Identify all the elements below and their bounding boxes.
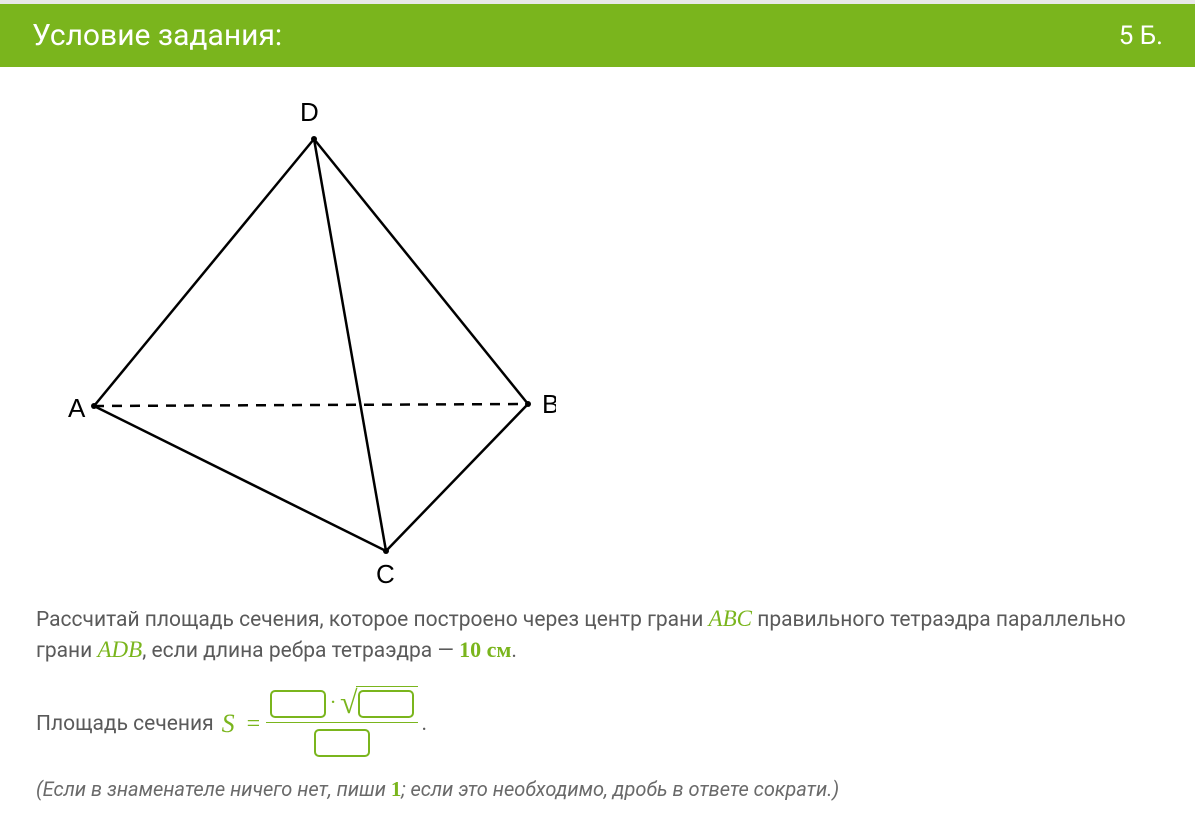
variable-s: S bbox=[222, 709, 235, 739]
problem-text-4: . bbox=[511, 639, 517, 663]
answer-formula-row: Площадь сечения S = · √ . bbox=[36, 690, 1159, 760]
hint-text: (Если в знаменателе ничего нет, пиши 1; … bbox=[36, 777, 1159, 802]
sqrt-wrap: √ bbox=[340, 690, 414, 718]
task-header: Условие задания: 5 Б. bbox=[0, 4, 1195, 67]
header-title: Условие задания: bbox=[32, 18, 282, 53]
face-adb: ADB bbox=[97, 637, 142, 662]
hint-one: 1 bbox=[391, 777, 402, 801]
problem-statement: Рассчитай площадь сечения, которое постр… bbox=[36, 603, 1159, 666]
content-area: D A B C Рассчитай площадь сечения, котор… bbox=[0, 67, 1195, 826]
hint-part-1: (Если в знаменателе ничего нет, пиши bbox=[36, 777, 391, 801]
vertex-a-label: A bbox=[68, 393, 86, 423]
vertex-c-label: C bbox=[376, 559, 395, 589]
multiply-dot: · bbox=[330, 693, 336, 715]
problem-text-3: , если длина ребра тетраэдра — bbox=[142, 639, 459, 663]
vertex-d-label: D bbox=[300, 97, 319, 127]
denominator-input[interactable] bbox=[314, 729, 370, 757]
radicand-input[interactable] bbox=[358, 690, 414, 718]
face-abc: ABC bbox=[709, 606, 752, 631]
header-points: 5 Б. bbox=[1119, 21, 1163, 51]
tetrahedron-svg: D A B C bbox=[36, 91, 556, 591]
answer-label: Площадь сечения bbox=[36, 712, 214, 736]
denominator bbox=[314, 727, 370, 759]
formula-period: . bbox=[422, 712, 428, 736]
problem-text-1: Рассчитай площадь сечения, которое постр… bbox=[36, 608, 709, 632]
equals-sign: = bbox=[247, 711, 261, 738]
vertex-b-label: B bbox=[542, 389, 556, 419]
fraction: · √ bbox=[266, 690, 417, 760]
tetrahedron-diagram: D A B C bbox=[36, 91, 1159, 595]
hint-part-2: ; если это необходимо, дробь в ответе со… bbox=[401, 777, 839, 801]
numerator: · √ bbox=[266, 690, 417, 718]
numerator-coefficient-input[interactable] bbox=[270, 690, 326, 718]
fraction-line bbox=[266, 722, 417, 724]
sqrt-symbol: √ bbox=[340, 690, 358, 716]
edge-length: 10 см bbox=[459, 637, 511, 662]
